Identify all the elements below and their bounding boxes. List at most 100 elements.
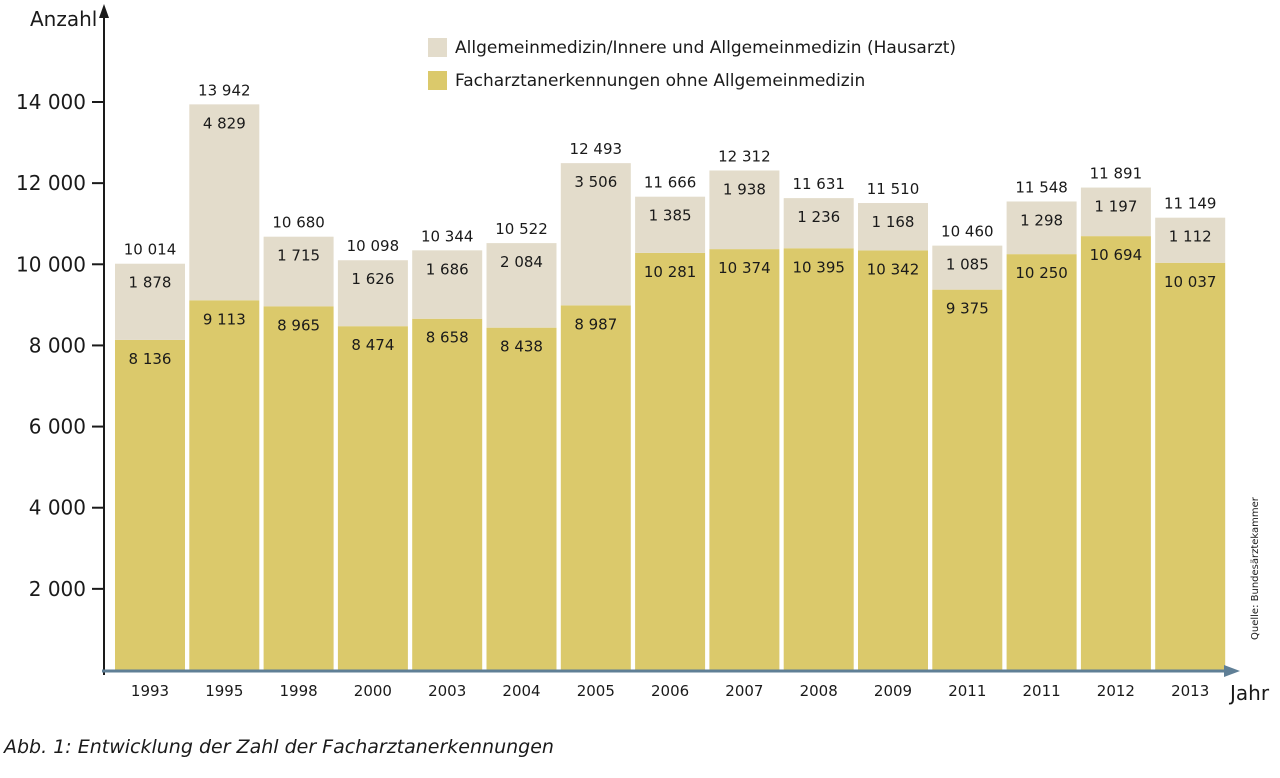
bar-allgemeinmedizin: [1006, 201, 1077, 255]
data-label-total: 11 149: [1164, 195, 1217, 213]
y-axis-arrow-icon: [99, 4, 109, 18]
data-label-allgemeinmedizin: 1 112: [1169, 228, 1212, 246]
x-axis-arrow-icon: [1224, 665, 1240, 677]
data-label-allgemeinmedizin: 2 084: [500, 253, 543, 271]
data-label-facharzt: 8 136: [129, 350, 172, 368]
data-label-allgemeinmedizin: 1 085: [946, 256, 989, 274]
bar-facharzt: [189, 300, 260, 670]
y-axis-title: Anzahl: [30, 7, 97, 31]
data-label-allgemeinmedizin: 1 686: [426, 260, 469, 278]
figure-caption: Abb. 1: Entwicklung der Zahl der Facharz…: [4, 736, 554, 758]
labels-layer: 8 136 1 878 10 014 1993 9 113 4 829 13 942 1995…: [124, 81, 1217, 700]
y-tick-label: 12 000: [16, 171, 86, 195]
bar-allgemeinmedizin: [932, 245, 1003, 290]
data-label-facharzt: 8 987: [574, 315, 617, 333]
data-label-facharzt: 10 281: [644, 263, 697, 281]
x-tick-label: 2004: [502, 682, 540, 700]
stacked-bar-chart: 2 000 4 000 6 000 8 000 10 000 12 000 14 000 8…: [16, 4, 1270, 705]
data-label-allgemeinmedizin: 1 938: [723, 180, 766, 198]
x-tick-label: 2005: [577, 682, 615, 700]
bar-facharzt: [115, 339, 185, 670]
bar-facharzt: [635, 252, 706, 671]
data-label-allgemeinmedizin: 3 506: [574, 173, 617, 191]
bar-facharzt: [486, 327, 557, 670]
data-label-total: 11 891: [1090, 165, 1143, 183]
data-label-allgemeinmedizin: 1 715: [277, 247, 320, 265]
data-label-facharzt: 10 342: [867, 260, 920, 278]
bar-allgemeinmedizin: [1080, 187, 1151, 237]
bar-allgemeinmedizin: [189, 104, 260, 301]
bar-facharzt: [412, 318, 483, 670]
data-label-allgemeinmedizin: 1 168: [872, 213, 915, 231]
data-label-facharzt: 9 113: [203, 310, 246, 328]
data-label-allgemeinmedizin: 1 626: [351, 270, 394, 288]
bars-layer: [115, 104, 1226, 671]
data-label-facharzt: 10 374: [718, 259, 771, 277]
y-tick-label: 4 000: [29, 496, 86, 520]
bar-allgemeinmedizin: [412, 250, 483, 319]
data-label-facharzt: 8 474: [351, 336, 394, 354]
bar-allgemeinmedizin: [337, 260, 408, 327]
x-tick-label: 2007: [725, 682, 763, 700]
legend-swatch: [428, 71, 447, 90]
data-label-allgemeinmedizin: 1 298: [1020, 211, 1063, 229]
data-label-total: 10 460: [941, 223, 994, 241]
data-label-facharzt: 8 965: [277, 316, 320, 334]
x-axis-title: Jahr: [1228, 681, 1270, 705]
bar-allgemeinmedizin: [1155, 217, 1226, 263]
bar-allgemeinmedizin: [635, 196, 706, 253]
source-note: Quelle: Bundesärztekammer: [1250, 496, 1261, 640]
legend-swatch: [428, 38, 447, 57]
data-label-total: 13 942: [198, 81, 251, 99]
bar-facharzt: [709, 249, 780, 670]
data-label-allgemeinmedizin: 1 385: [649, 207, 692, 225]
y-tick-label: 2 000: [29, 577, 86, 601]
x-tick-label: 1995: [205, 682, 243, 700]
data-label-facharzt: 9 375: [946, 300, 989, 318]
bar-facharzt: [1006, 254, 1077, 670]
data-label-total: 10 522: [495, 220, 548, 238]
bar-allgemeinmedizin: [115, 263, 185, 340]
data-label-total: 10 098: [347, 237, 400, 255]
axes-layer: 2 000 4 000 6 000 8 000 10 000 12 000 14 000: [16, 4, 1240, 677]
x-tick-label: 2011: [1023, 682, 1061, 700]
data-label-total: 11 548: [1015, 178, 1068, 196]
x-tick-label: 2011: [948, 682, 986, 700]
bar-allgemeinmedizin: [858, 203, 928, 251]
data-label-allgemeinmedizin: 1 878: [129, 274, 172, 292]
x-tick-label: 2006: [651, 682, 689, 700]
x-tick-label: 2013: [1171, 682, 1209, 700]
x-tick-label: 1993: [131, 682, 169, 700]
bar-allgemeinmedizin: [709, 170, 780, 250]
bar-facharzt: [263, 306, 334, 670]
bar-facharzt: [1155, 262, 1226, 670]
data-label-facharzt: 10 395: [792, 258, 845, 276]
data-label-facharzt: 10 037: [1164, 273, 1217, 291]
data-label-total: 10 344: [421, 227, 474, 245]
data-label-total: 11 631: [792, 175, 845, 193]
data-label-facharzt: 10 250: [1015, 264, 1068, 282]
y-tick-label: 8 000: [29, 333, 86, 357]
data-label-facharzt: 10 694: [1090, 246, 1143, 264]
x-tick-label: 2003: [428, 682, 466, 700]
legend-label: Allgemeinmedizin/Innere und Allgemeinmed…: [455, 38, 956, 58]
data-label-allgemeinmedizin: 4 829: [203, 114, 246, 132]
bar-facharzt: [337, 326, 408, 670]
data-label-total: 10 680: [272, 214, 325, 232]
bar-facharzt: [932, 289, 1003, 670]
bar-allgemeinmedizin: [560, 163, 631, 306]
y-tick-label: 6 000: [29, 415, 86, 439]
data-label-facharzt: 8 438: [500, 338, 543, 356]
data-label-total: 11 666: [644, 174, 697, 192]
legend: Allgemeinmedizin/Innere und Allgemeinmed…: [428, 38, 956, 91]
data-label-total: 10 014: [124, 241, 177, 259]
data-label-allgemeinmedizin: 1 197: [1094, 198, 1137, 216]
bar-facharzt: [858, 250, 928, 670]
bar-facharzt: [560, 305, 631, 670]
bar-allgemeinmedizin: [783, 198, 854, 249]
x-tick-label: 2008: [800, 682, 838, 700]
data-label-total: 12 493: [570, 140, 623, 158]
data-label-total: 12 312: [718, 147, 771, 165]
x-tick-label: 2012: [1097, 682, 1135, 700]
